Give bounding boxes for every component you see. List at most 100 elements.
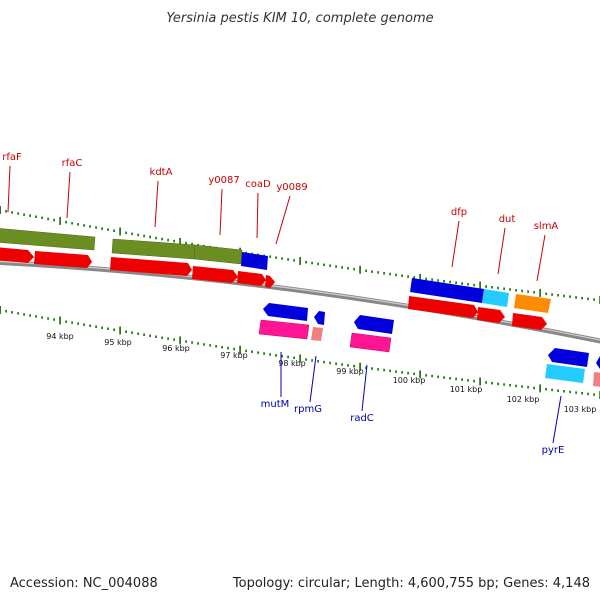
tick-mark [113,229,115,232]
tick-mark [35,315,37,318]
tick-mark [95,226,97,229]
tick-mark [515,289,517,292]
tick-mark [527,386,529,389]
feature-blue-rpmG[interactable] [314,311,325,325]
tick-mark [539,288,541,297]
gene-leader-line [7,165,11,213]
tick-mark [395,370,397,373]
accession-label: Accession: NC_004088 [10,576,158,591]
tick-mark [401,371,403,374]
tick-mark [485,381,487,384]
tick-mark [35,215,37,218]
tick-mark [257,351,259,354]
gene-label-dut[interactable]: dut [499,214,516,225]
gene-label-slmA[interactable]: slmA [534,221,559,232]
tick-mark [53,318,55,321]
tick-mark [497,382,499,386]
tick-mark [209,344,211,347]
feature-magenta-radC[interactable] [349,332,392,353]
feature-green-rfaF[interactable] [0,228,96,251]
feature-red-kdtA[interactable] [110,257,192,276]
tick-mark [359,265,361,274]
scale-label: 95 kbp [104,338,132,347]
tick-mark [281,257,283,260]
gene-label-radC[interactable]: radC [350,413,374,424]
feature-red-slmA[interactable] [512,313,547,330]
tick-mark [17,212,19,215]
tick-mark [485,285,487,288]
tick-mark [353,364,355,368]
gene-label-mutM[interactable]: mutM [261,399,290,410]
tick-mark [269,255,271,258]
gene-label-kdtA[interactable]: kdtA [150,167,173,178]
feature-blue-coaD[interactable] [241,252,268,270]
tick-mark [101,326,103,329]
feature-red-rfaF[interactable] [0,247,34,263]
tick-mark [389,369,391,373]
feature-magenta-mutM[interactable] [258,319,310,340]
feature-pink-rpmG[interactable] [311,327,323,341]
feature-blue-dfp[interactable] [410,278,484,303]
tick-mark [455,281,457,284]
tick-mark [461,282,463,285]
feature-green-y0087[interactable] [193,244,243,265]
feature-green-kdtA[interactable] [111,238,196,260]
tick-mark [173,239,175,243]
tick-mark [149,334,151,337]
tick-mark [95,325,97,328]
tick-mark [467,379,469,382]
tick-mark [593,298,595,301]
tick-mark [323,360,325,364]
tick-mark [479,377,481,386]
feature-red-coaD[interactable] [237,271,266,286]
gene-leader-line [256,192,259,239]
tick-mark [155,335,157,338]
gene-label-rpmG[interactable]: rpmG [294,404,322,415]
tick-mark [17,312,19,315]
feature-blue-radC[interactable] [354,315,394,334]
gene-label-rfaC[interactable]: rfaC [62,158,83,169]
tick-mark [125,231,127,235]
feature-blue-pyrE[interactable] [548,348,589,367]
tick-mark [287,258,289,261]
tick-mark [503,287,505,290]
feature-pink-edge[interactable] [593,372,600,387]
scale-labels: 94 kbp 95 kbp 96 kbp 97 kbp 98 kbp 99 kbp 100 … [46,332,596,414]
tick-mark [455,377,457,381]
tick-mark [377,368,379,371]
feature-red-y0087[interactable] [192,266,238,283]
tick-mark [515,384,517,388]
feature-red-dut[interactable] [477,307,505,323]
tick-mark [191,242,193,246]
tick-mark [329,264,331,267]
tick-mark [89,324,91,327]
feature-red-y0089[interactable] [265,275,275,288]
scale-label: 96 kbp [162,344,190,353]
gene-label-dfp[interactable]: dfp [451,207,467,218]
tick-mark [347,267,349,270]
tick-mark [425,374,427,377]
gene-label-pyrE[interactable]: pyrE [542,445,565,456]
tick-mark [413,372,415,376]
feature-cyan-dfp[interactable] [482,289,509,307]
tick-mark [371,367,373,370]
feature-blue-edge[interactable] [596,356,600,370]
feature-cyan-pyrE[interactable] [545,364,585,383]
tick-mark [107,327,109,330]
feature-blue-mutM[interactable] [263,303,308,321]
tick-mark [341,266,343,269]
tick-mark [407,371,409,375]
tick-mark [185,340,187,343]
feature-orange-slmA[interactable] [514,294,551,313]
gene-leader-line [451,220,460,268]
tick-mark [185,241,187,245]
map-title: Yersinia pestis KIM 10, complete genome [166,11,433,26]
feature-red-dfp[interactable] [408,296,478,318]
gene-label-y0089[interactable]: y0089 [276,182,307,193]
gene-label-rfaF[interactable]: rfaF [2,152,22,163]
feature-red-rfaC[interactable] [34,251,92,268]
tick-mark [365,269,367,272]
gene-label-coaD[interactable]: coaD [245,179,271,190]
gene-label-y0087[interactable]: y0087 [208,175,239,186]
tick-mark [305,260,307,264]
